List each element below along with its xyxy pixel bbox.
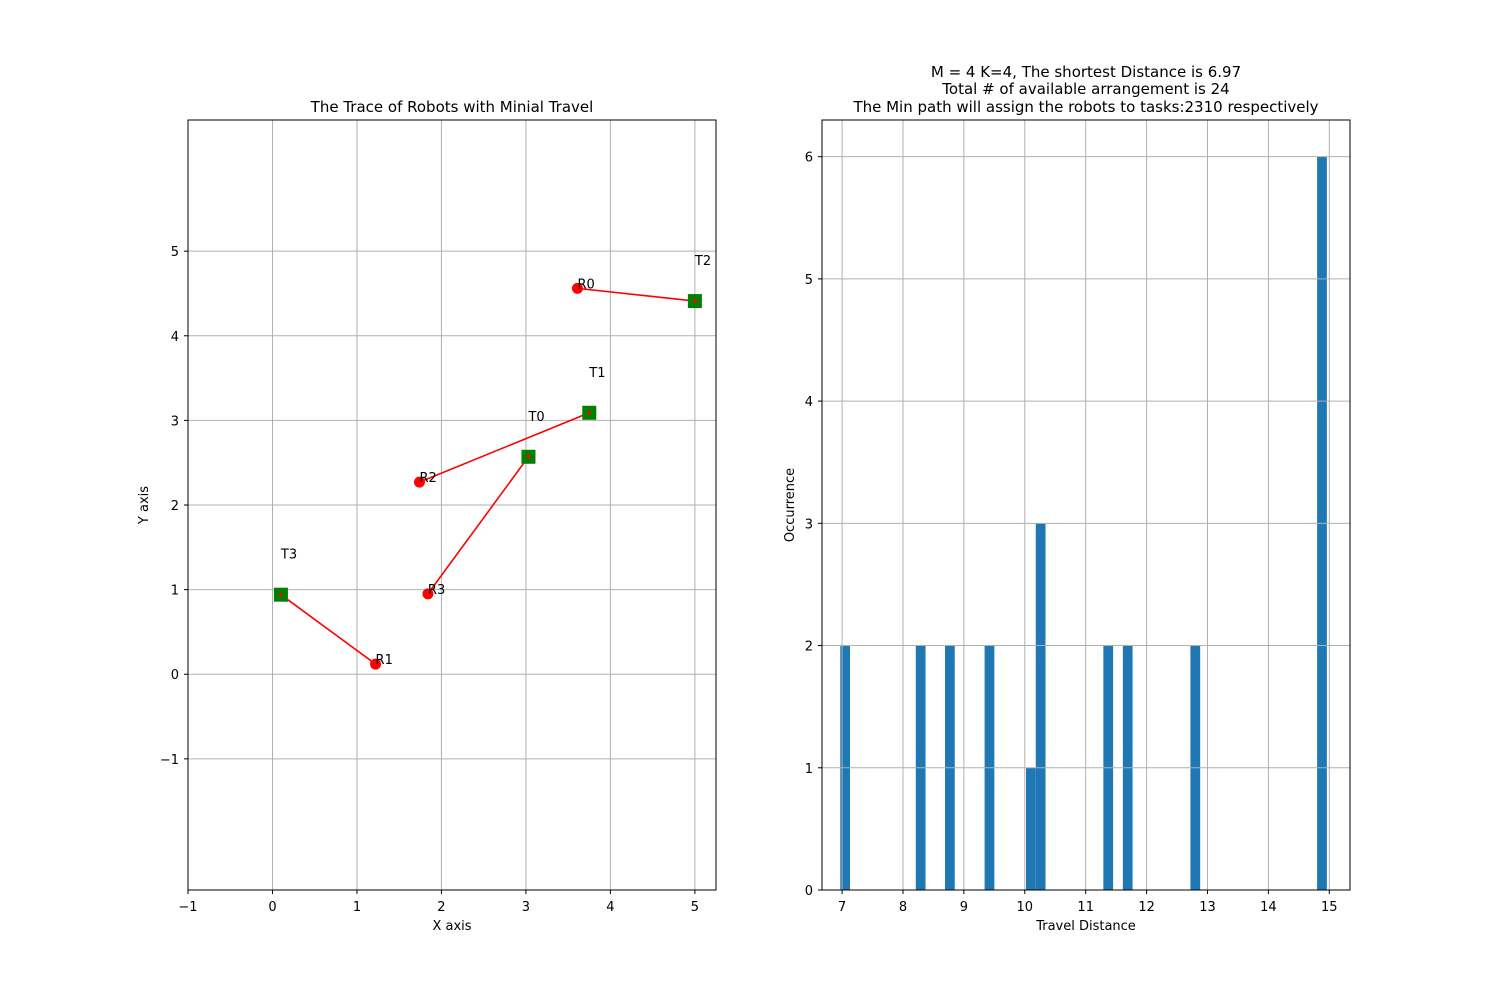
histogram-x-tick-label: 14 xyxy=(1260,900,1277,915)
histogram-bar xyxy=(1026,767,1036,890)
path-end-t2 xyxy=(693,299,697,303)
robot-marker-r2 xyxy=(413,476,425,488)
histogram-x-tick-label: 7 xyxy=(838,900,846,915)
histogram-y-tick-label: 5 xyxy=(805,273,813,288)
histogram-title-line-1: M = 4 K=4, The shortest Distance is 6.97 xyxy=(931,63,1241,81)
path-end-t0 xyxy=(526,454,531,459)
trace-x-tick-label: 3 xyxy=(522,900,530,915)
trace-y-tick-label: −1 xyxy=(160,753,179,768)
robot-trace-chart: T0 T1 T2 T3 R0 R1 R2 R3 −1 0 1 2 3 4 5 −1 0 1 2 3 4 5 The Tr… xyxy=(137,98,717,934)
histogram-x-tick-label: 9 xyxy=(960,900,968,915)
histogram-title-line-2: Total # of available arrangement is 24 xyxy=(941,80,1229,98)
robot-label-r0: R0 xyxy=(577,277,594,292)
histogram-x-tick-label: 8 xyxy=(899,900,907,915)
histogram-bar xyxy=(1035,523,1046,890)
histogram-y-tick-label: 2 xyxy=(805,640,813,655)
histogram-y-tick-label: 4 xyxy=(805,395,813,410)
trace-y-tick-label: 1 xyxy=(171,584,179,599)
task-label-t1: T1 xyxy=(588,366,605,381)
robot-marker-r3 xyxy=(422,588,434,600)
histogram-y-axis-label: Occurrence xyxy=(783,468,798,542)
travel-distance-histogram: M = 4 K=4, The shortest Distance is 6.97… xyxy=(783,63,1351,934)
histogram-y-tick-label: 6 xyxy=(805,151,813,166)
histogram-x-tick-label: 15 xyxy=(1321,900,1338,915)
robot-label-r2: R2 xyxy=(419,471,436,486)
trace-y-tick-label: 4 xyxy=(171,330,179,345)
robot-marker-r0 xyxy=(571,282,583,294)
path-end-t3 xyxy=(279,592,283,597)
histogram-y-tick-label: 0 xyxy=(805,884,813,899)
trace-x-tick-label: 5 xyxy=(691,900,699,915)
trace-y-axis-label: Y axis xyxy=(137,486,152,525)
path-line-r1-t3 xyxy=(280,594,377,665)
histogram-y-tick-label: 3 xyxy=(805,517,813,532)
robot-label-r1: R1 xyxy=(376,653,393,668)
histogram-x-tick-label: 10 xyxy=(1017,900,1034,915)
histogram-x-tick-label: 12 xyxy=(1138,900,1155,915)
robot-markers xyxy=(279,282,697,670)
trace-x-tick-label: −1 xyxy=(178,900,197,915)
path-line-r3-t0 xyxy=(427,456,530,595)
robot-label-r3: R3 xyxy=(428,583,445,598)
trace-chart-title: The Trace of Robots with Minial Travel xyxy=(310,98,594,116)
point-labels: T0 T1 T2 T3 R0 R1 R2 R3 xyxy=(280,254,711,668)
task-label-t2: T2 xyxy=(694,254,711,269)
trace-path-lines xyxy=(280,287,695,665)
histogram-x-tick-label: 13 xyxy=(1199,900,1216,915)
trace-x-axis-label: X axis xyxy=(432,919,471,934)
trace-y-tick-label: 2 xyxy=(171,499,179,514)
histogram-title-line-3: The Min path will assign the robots to t… xyxy=(852,98,1318,116)
robot-marker-r1 xyxy=(370,658,382,670)
trace-y-tick-label: 3 xyxy=(171,414,179,429)
task-label-t0: T0 xyxy=(527,410,544,425)
task-label-t3: T3 xyxy=(280,548,297,563)
trace-plot-frame xyxy=(187,119,717,891)
trace-y-tick-label: 5 xyxy=(171,245,179,260)
histogram-x-axis-label: Travel Distance xyxy=(1035,919,1136,934)
trace-x-tick-label: 4 xyxy=(606,900,614,915)
trace-ticks: −1 0 1 2 3 4 5 −1 0 1 2 3 4 5 xyxy=(160,245,699,915)
histogram-plot-frame xyxy=(821,119,1351,891)
path-line-r0-t2 xyxy=(577,287,695,302)
trace-x-tick-label: 1 xyxy=(353,900,361,915)
trace-y-tick-label: 0 xyxy=(171,668,179,683)
trace-grid xyxy=(187,120,716,890)
histogram-x-tick-label: 11 xyxy=(1077,900,1094,915)
path-line-r2-t1 xyxy=(419,412,590,483)
trace-x-tick-label: 2 xyxy=(437,900,445,915)
path-end-t1 xyxy=(587,410,592,415)
trace-x-tick-label: 0 xyxy=(268,900,276,915)
histogram-y-tick-label: 1 xyxy=(805,762,813,777)
